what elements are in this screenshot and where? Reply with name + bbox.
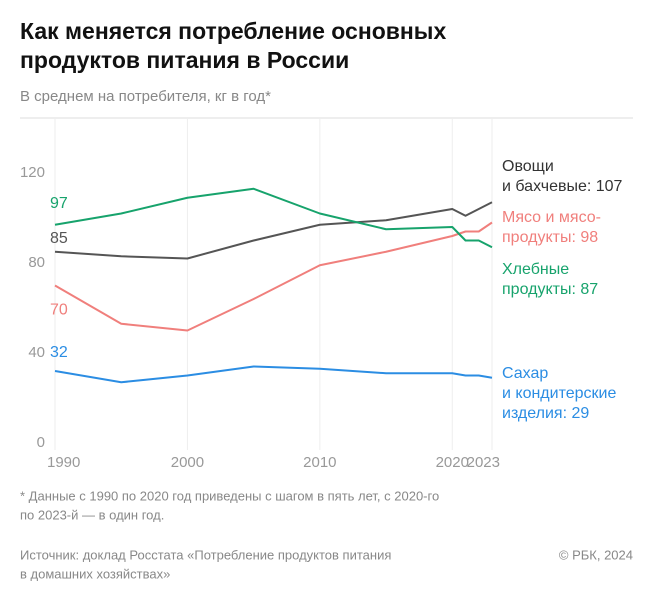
- x-tick-label: 2000: [171, 454, 204, 471]
- value-label: 32: [50, 344, 68, 361]
- series-label: Хлебные: [502, 261, 569, 278]
- series-label: и бахчевые: 107: [502, 178, 623, 195]
- series-label: изделия: 29: [502, 405, 589, 422]
- y-tick-label: 0: [37, 434, 45, 451]
- y-tick-label: 120: [20, 164, 45, 181]
- copyright: © РБК, 2024: [559, 547, 633, 562]
- title: продуктов питания в России: [20, 47, 349, 73]
- x-tick-label: 1990: [47, 454, 80, 471]
- value-label: 85: [50, 230, 68, 247]
- series-line: [54, 221, 493, 332]
- subtitle: В среднем на потребителя, кг в год*: [20, 88, 271, 105]
- series-line: [54, 365, 493, 384]
- y-tick-label: 40: [28, 344, 45, 361]
- value-label: 70: [50, 302, 68, 319]
- source: в домашних хозяйствах»: [20, 566, 170, 581]
- series-line: [54, 201, 493, 260]
- series-label: продукты: 87: [502, 281, 598, 298]
- series-label: и кондитерские: [502, 385, 616, 402]
- value-label: 97: [50, 195, 68, 212]
- series-label: Овощи: [502, 158, 554, 175]
- x-tick-label: 2023: [467, 454, 500, 471]
- x-tick-label: 2010: [303, 454, 336, 471]
- series-label: Мясо и мясо-: [502, 209, 601, 226]
- footnote: * Данные с 1990 по 2020 год приведены с …: [20, 488, 439, 503]
- footnote: по 2023-й — в один год.: [20, 507, 164, 522]
- series-label: продукты: 98: [502, 229, 598, 246]
- source: Источник: доклад Росстата «Потребление п…: [20, 547, 391, 562]
- x-tick-label: 2020: [436, 454, 469, 471]
- series-line: [54, 187, 493, 249]
- title: Как меняется потребление основных: [20, 18, 446, 44]
- y-tick-label: 80: [28, 254, 45, 271]
- series-label: Сахар: [502, 365, 548, 382]
